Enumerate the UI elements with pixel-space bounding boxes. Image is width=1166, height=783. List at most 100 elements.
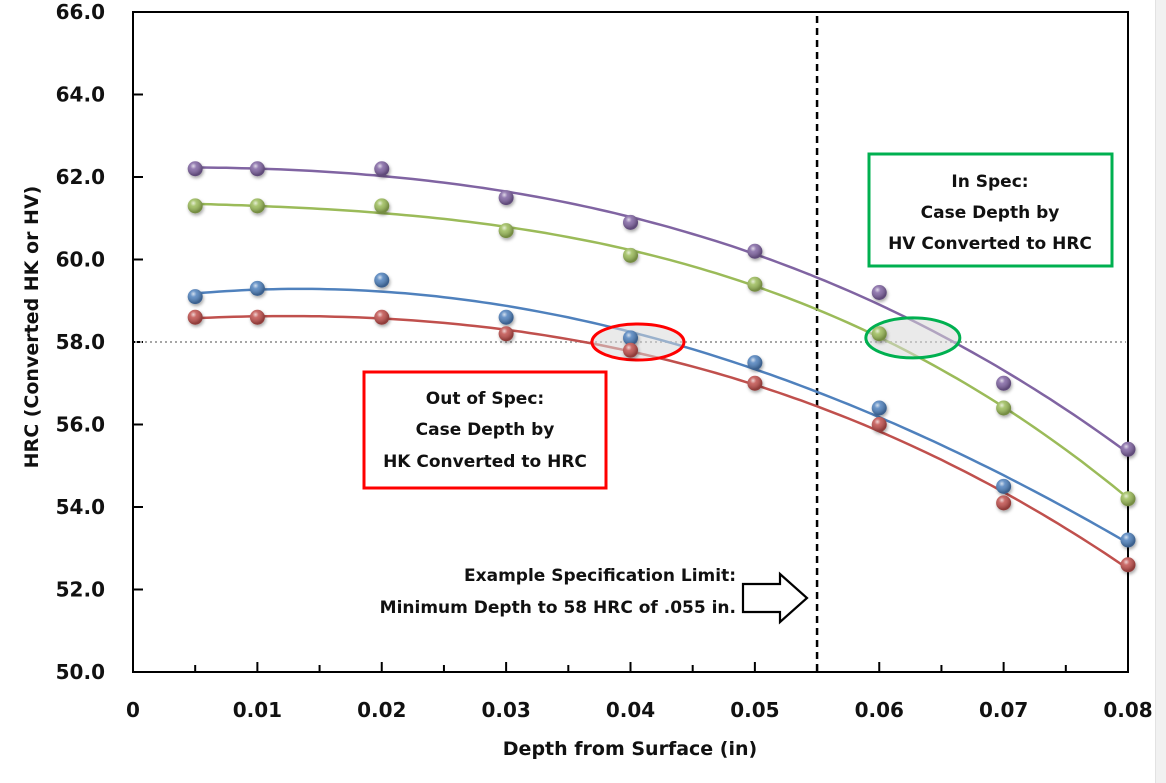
data-point	[187, 309, 203, 325]
in-spec-highlight-ellipse	[864, 316, 962, 360]
point-shine	[996, 400, 1012, 416]
x-tick-label: 0.01	[233, 698, 282, 722]
data-point	[374, 272, 390, 288]
point-shine	[374, 309, 390, 325]
point-shine	[249, 280, 265, 296]
y-tick-label: 66.0	[56, 0, 105, 24]
point-shine	[498, 223, 514, 239]
data-point	[187, 161, 203, 177]
y-tick-label: 54.0	[56, 495, 105, 519]
data-point	[498, 309, 514, 325]
data-point	[871, 326, 887, 342]
x-axis-ticks	[194, 662, 1129, 672]
data-point	[498, 190, 514, 206]
data-point	[623, 247, 638, 263]
point-shine	[747, 276, 763, 292]
x-tick-label: 0.02	[357, 698, 406, 722]
data-point	[623, 342, 638, 358]
point-shine	[1120, 491, 1136, 507]
data-point	[747, 243, 763, 259]
point-shine	[1120, 441, 1136, 457]
data-point	[996, 495, 1012, 511]
point-shine	[996, 375, 1012, 391]
point-shine	[871, 417, 887, 432]
point-shine	[623, 342, 638, 358]
y-tick-label: 58.0	[56, 330, 105, 354]
trendline-series-1	[195, 166, 1129, 455]
point-shine	[871, 400, 887, 416]
spec-limit-annotation: Example Specification Limit: Minimum Dep…	[380, 566, 809, 625]
point-shine	[747, 355, 763, 371]
point-shine	[498, 326, 514, 342]
x-tick-label: 0.06	[855, 698, 904, 722]
y-tick-label: 64.0	[56, 83, 105, 107]
y-axis-tick-labels: 50.0 52.0 54.0 56.0 58.0 60.0 62.0 64.0 66.0	[56, 0, 105, 684]
data-point	[374, 198, 390, 214]
point-shine	[249, 161, 265, 177]
data-point	[871, 400, 887, 416]
x-tick-label: 0.07	[979, 698, 1028, 722]
in-spec-line-2: Case Depth by	[921, 203, 1060, 223]
point-shine	[996, 478, 1012, 494]
spec-limit-line-1: Example Specification Limit:	[464, 566, 736, 586]
out-of-spec-highlight-ellipse	[590, 322, 686, 362]
point-shine	[498, 190, 514, 206]
out-of-spec-box	[362, 370, 608, 490]
point-shine	[249, 198, 265, 214]
in-spec-annotation: In Spec: Case Depth by HV Converted to H…	[867, 152, 1114, 268]
point-shine	[1120, 557, 1136, 573]
x-tick-label: 0.08	[1103, 698, 1152, 722]
data-point	[623, 214, 638, 230]
data-point	[747, 276, 763, 292]
data-point	[498, 223, 514, 239]
point-shine	[623, 214, 638, 230]
y-tick-label: 56.0	[56, 413, 105, 437]
right-arrow-icon	[741, 571, 809, 625]
data-point	[374, 161, 390, 177]
data-point	[996, 400, 1012, 416]
y-tick-label: 52.0	[56, 578, 105, 602]
out-of-spec-line-3: HK Converted to HRC	[383, 452, 587, 472]
y-axis-ticks	[133, 11, 143, 673]
out-of-spec-line-2: Case Depth by	[416, 420, 555, 440]
point-shine	[187, 309, 203, 325]
in-spec-line-1: In Spec:	[951, 172, 1028, 192]
x-tick-label: 0.05	[730, 698, 779, 722]
point-shine	[187, 161, 203, 177]
point-shine	[623, 247, 638, 263]
point-shine	[1120, 532, 1136, 548]
y-tick-label: 50.0	[56, 660, 105, 684]
data-point	[871, 417, 887, 432]
data-point	[187, 198, 203, 214]
data-point	[871, 285, 887, 300]
point-shine	[747, 243, 763, 259]
point-shine	[747, 375, 763, 391]
point-shine	[187, 198, 203, 214]
window-edge-strip	[1155, 0, 1166, 783]
point-shine	[374, 198, 390, 214]
point-shine	[249, 309, 265, 325]
x-tick-label: 0.04	[606, 698, 655, 722]
data-point	[747, 375, 763, 391]
data-point	[187, 289, 203, 305]
data-point	[1120, 491, 1136, 507]
data-point	[249, 309, 265, 325]
point-shine	[871, 285, 887, 300]
x-tick-label: 0	[126, 698, 140, 722]
data-point	[374, 309, 390, 325]
out-of-spec-line-1: Out of Spec:	[426, 389, 544, 409]
point-shine	[871, 326, 887, 342]
point-shine	[996, 495, 1012, 511]
point-shine	[498, 309, 514, 325]
data-point	[249, 280, 265, 296]
in-spec-line-3: HV Converted to HRC	[888, 234, 1092, 254]
x-axis-tick-labels: 0 0.01 0.02 0.03 0.04 0.05 0.06 0.07 0.08	[126, 698, 1153, 722]
out-of-spec-annotation: Out of Spec: Case Depth by HK Converted …	[362, 370, 608, 490]
data-point	[1120, 557, 1136, 573]
point-shine	[623, 330, 638, 346]
x-axis-title: Depth from Surface (in)	[503, 738, 757, 760]
y-axis-title: HRC (Converted HK or HV)	[21, 186, 43, 469]
spec-limit-line-2: Minimum Depth to 58 HRC of .055 in.	[380, 598, 736, 618]
data-point	[996, 478, 1012, 494]
data-point	[249, 161, 265, 177]
